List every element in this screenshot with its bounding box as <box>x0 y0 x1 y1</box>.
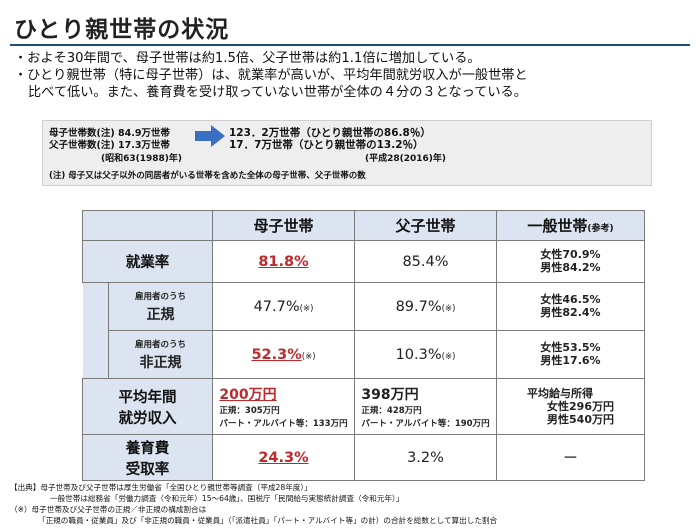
header-general-label: 一般世帯 <box>527 217 588 235</box>
table-row: 就業率 81.8% 85.4% 女性70.9% 男性84.2% <box>82 240 645 283</box>
year-2016: (平成28(2016)年) <box>365 154 447 164</box>
income-father-regular: 正規：428万円 <box>361 405 422 416</box>
regular-general: 女性46.5% 男性82.4% <box>496 282 645 331</box>
regular-father: 89.7%(※) <box>354 282 497 331</box>
nonregular-general: 女性53.5% 男性17.6% <box>496 330 645 379</box>
nonregular-prefix: 雇用者のうち <box>134 339 186 350</box>
employment-father: 85.4% <box>354 240 497 283</box>
mother-count-1988: 母子世帯数(注) 84.9万世帯 <box>49 128 170 139</box>
support-label-1: 養育費 <box>125 440 170 457</box>
row-label-income: 平均年間 就労収入 <box>82 378 213 435</box>
source-notes: 【出典】母子世帯及び父子世帯は厚生労働省「全国ひとり親世帯等調査（平成28年度）… <box>10 482 700 526</box>
father-count-2016: 17．7万世帯（ひとり親世帯の13.2％） <box>229 139 424 151</box>
income-general-title: 平均給与所得 <box>527 386 594 400</box>
nonregular-label: 非正規 <box>139 354 182 371</box>
title-divider <box>10 44 690 46</box>
table-row: 雇用者のうち 非正規 52.3%(※) 10.3%(※) 女性53.5% 男性17.… <box>82 330 645 379</box>
summary-bullets: ・およそ30年間で、母子世帯は約1.5倍、父子世帯は約1.1倍に増加している。 … <box>14 50 694 101</box>
header-father: 父子世帯 <box>354 210 497 241</box>
source-line-3: （※）母子世帯及び父子世帯の正規／非正規の構成割合は <box>10 505 207 514</box>
support-general: ー <box>496 434 645 481</box>
header-general-note: (参考) <box>587 224 614 234</box>
row-label-nonregular: 雇用者のうち 非正規 <box>108 330 213 379</box>
household-count-box: 母子世帯数(注) 84.9万世帯 父子世帯数(注) 17.3万世帯 (昭和63(… <box>42 120 652 186</box>
employment-mother: 81.8% <box>212 240 355 283</box>
indent-cell <box>82 282 109 331</box>
nonregular-mother-value: 52.3% <box>251 346 302 363</box>
nonregular-father-mark: (※) <box>441 351 456 362</box>
regular-label: 正規 <box>146 306 175 323</box>
income-mother-part: パート・アルバイト等：133万円 <box>219 418 348 429</box>
regular-mother-mark: (※) <box>299 303 314 314</box>
comparison-table: 母子世帯 父子世帯 一般世帯(参考) 就業率 81.8% 85.4% 女性70.… <box>82 210 645 481</box>
regular-general-m: 男性82.4% <box>540 306 601 319</box>
income-general-m: 男性540万円 <box>547 412 614 426</box>
source-line-2: 一般世帯は総務省「労働力調査（令和元年）15～64歳」、国税庁「民間給与実態統計… <box>50 494 404 503</box>
employment-general-f: 女性70.9% <box>540 248 601 261</box>
header-corner <box>82 210 213 241</box>
source-line-1: 【出典】母子世帯及び父子世帯は厚生労働省「全国ひとり親世帯等調査（平成28年度）… <box>10 483 312 492</box>
income-father: 398万円正規：428万円パート・アルバイト等：190万円 <box>354 378 497 435</box>
income-mother: 200万円正規：305万円パート・アルバイト等：133万円 <box>212 378 355 435</box>
income-general-f: 女性296万円 <box>547 399 614 413</box>
income-mother-value: 200万円 <box>219 386 277 403</box>
row-label-regular: 雇用者のうち 正規 <box>108 282 213 331</box>
regular-prefix: 雇用者のうち <box>134 291 186 302</box>
father-count-1988: 父子世帯数(注) 17.3万世帯 <box>49 140 170 151</box>
regular-general-f: 女性46.5% <box>540 293 601 306</box>
regular-father-mark: (※) <box>441 303 456 314</box>
nonregular-father-value: 10.3% <box>395 346 442 363</box>
income-label-1: 平均年間 <box>118 389 177 406</box>
regular-father-value: 89.7% <box>395 298 442 315</box>
header-row: 母子世帯 父子世帯 一般世帯(参考) <box>82 210 645 241</box>
regular-mother: 47.7%(※) <box>212 282 355 331</box>
right-arrow-icon <box>195 125 225 147</box>
employment-general: 女性70.9% 男性84.2% <box>496 240 645 283</box>
regular-mother-value: 47.7% <box>253 298 300 315</box>
indent-cell <box>82 330 109 379</box>
row-label-employment: 就業率 <box>82 240 213 283</box>
income-father-value: 398万円 <box>361 386 419 403</box>
income-mother-regular: 正規：305万円 <box>219 405 280 416</box>
bullet-1: ・およそ30年間で、母子世帯は約1.5倍、父子世帯は約1.1倍に増加している。 <box>14 51 481 66</box>
nonregular-general-m: 男性17.6% <box>540 354 601 367</box>
table-row: 平均年間就労収入 200万円正規：305万円パート・アルバイト等：133万円 3… <box>82 378 645 435</box>
header-general: 一般世帯(参考) <box>496 210 645 241</box>
source-line-4: 「正規の職員・従業員」及び「非正規の職員・従業員」（「派遣社員」「パート・アルバ… <box>38 516 498 525</box>
infobox-note: (注) 母子又は父子以外の同居者がいる世帯を含めた全体の母子世帯、父子世帯の数 <box>49 171 366 181</box>
income-father-part: パート・アルバイト等：190万円 <box>361 418 490 429</box>
nonregular-general-f: 女性53.5% <box>540 341 601 354</box>
row-label-support: 養育費 受取率 <box>82 434 213 481</box>
bullet-2: ・ひとり親世帯（特に母子世帯）は、就業率が高いが、平均年間就労収入が一般世帯と <box>14 68 528 83</box>
header-mother: 母子世帯 <box>212 210 355 241</box>
employment-general-m: 男性84.2% <box>540 261 601 274</box>
page-title: ひとり親世帯の状況 <box>14 17 230 43</box>
nonregular-mother-mark: (※) <box>301 351 316 362</box>
year-1988: (昭和63(1988)年) <box>101 154 183 164</box>
support-mother: 24.3% <box>212 434 355 481</box>
nonregular-father: 10.3%(※) <box>354 330 497 379</box>
table-row: 雇用者のうち 正規 47.7%(※) 89.7%(※) 女性46.5% 男性82.4… <box>82 282 645 331</box>
nonregular-mother: 52.3%(※) <box>212 330 355 379</box>
income-general: 平均給与所得 女性296万円 男性540万円 <box>496 378 645 435</box>
support-label-2: 受取率 <box>125 461 170 478</box>
income-label-2: 就労収入 <box>118 410 177 427</box>
support-father: 3.2% <box>354 434 497 481</box>
bullet-2-cont: 比べて低い。また、養育費を受け取っていない世帯が全体の４分の３となっている。 <box>28 85 527 100</box>
mother-count-2016: 123．2万世帯（ひとり親世帯の86.8％） <box>229 127 431 139</box>
table-row: 養育費受取率 24.3% 3.2% ー <box>82 434 645 481</box>
